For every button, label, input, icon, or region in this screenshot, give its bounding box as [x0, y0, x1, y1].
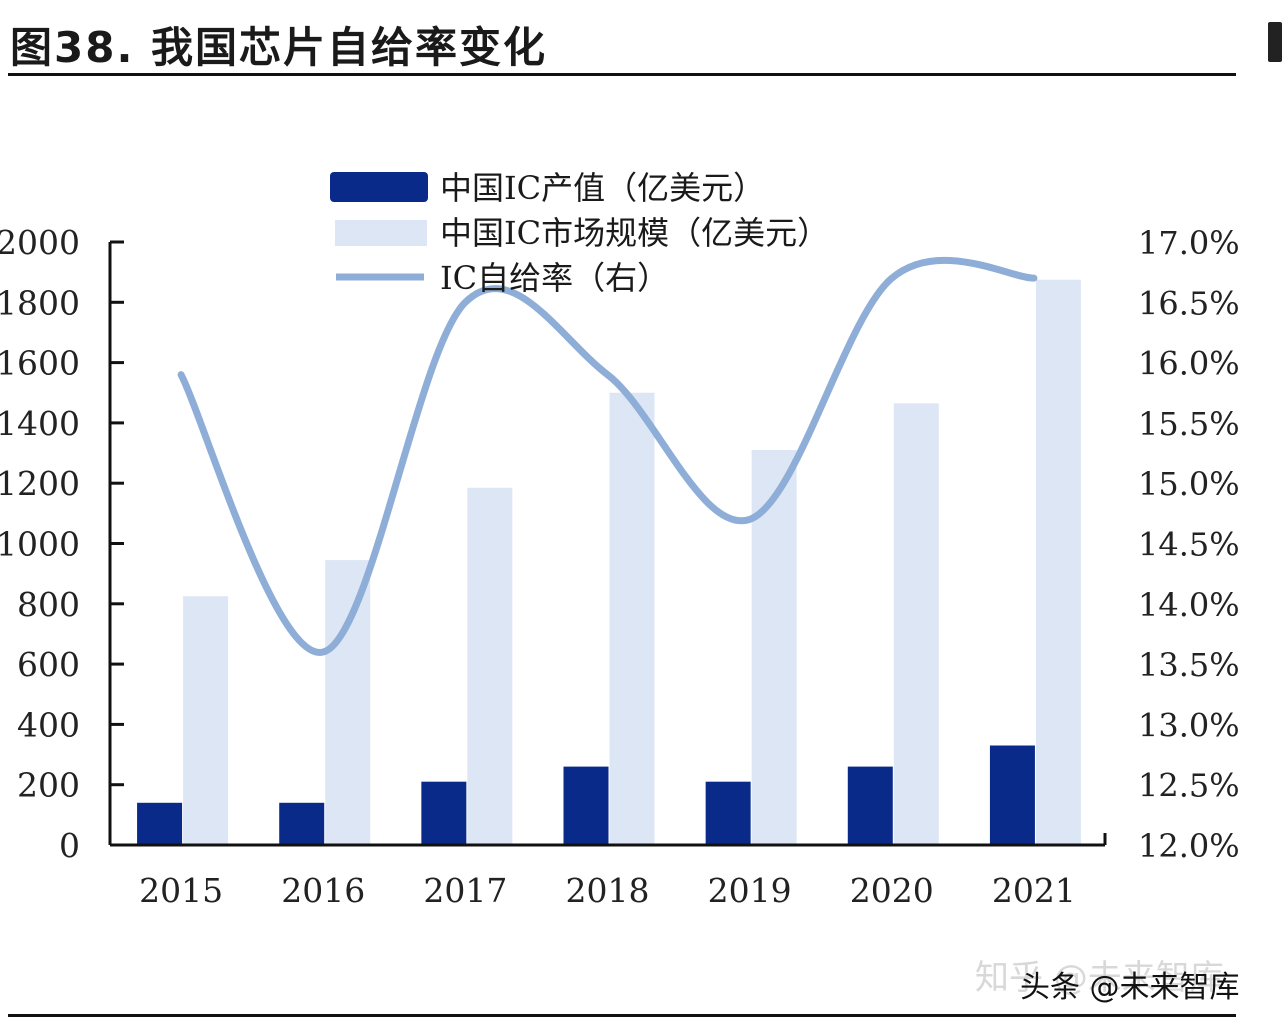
self-sufficiency-line — [177, 256, 1038, 656]
watermark-faint: 知乎 @未来智库 — [975, 958, 1224, 998]
market-size-bar-2015 — [183, 596, 229, 845]
market-size-bars — [183, 279, 1081, 845]
market-size-bar-2021 — [1035, 279, 1081, 845]
left-tick-label-800: 800 — [17, 585, 80, 624]
right-tick-label-16.0%: 16.0% — [1138, 345, 1240, 383]
left-tick-label-1800: 1800 — [0, 283, 80, 322]
right-tick-label-14.5%: 14.5% — [1138, 526, 1240, 564]
legend-label-self-sufficiency: IC自给率（右） — [440, 259, 669, 297]
right-tick-label-15.0%: 15.0% — [1138, 465, 1240, 503]
chart-legend: 中国IC产值（亿美元） 中国IC市场规模（亿美元） IC自给率（右） — [330, 169, 829, 297]
x-tick-label-2016: 2016 — [281, 871, 365, 910]
right-tick-label-12.5%: 12.5% — [1138, 767, 1240, 805]
output-value-bar-2016 — [279, 802, 325, 845]
left-tick-label-1400: 1400 — [0, 404, 80, 443]
right-tick-label-16.5%: 16.5% — [1138, 284, 1240, 322]
legend-swatch-market-size — [335, 220, 427, 246]
x-tick-label-2020: 2020 — [850, 871, 934, 910]
output-value-bar-2018 — [563, 766, 609, 845]
watermark: 头条 @未来智库 — [1020, 970, 1240, 1005]
figure-title: 图38. 我国芯片自给率变化 — [10, 23, 548, 72]
market-size-bar-2017 — [467, 487, 513, 845]
output-value-bar-2020 — [847, 766, 893, 845]
output-value-bar-2019 — [705, 781, 751, 845]
right-tick-label-14.0%: 14.0% — [1138, 586, 1240, 624]
market-size-bar-2020 — [893, 403, 939, 845]
bottom-divider — [8, 1014, 1236, 1017]
right-tick-label-13.0%: 13.0% — [1138, 706, 1240, 744]
right-tick-label-15.5%: 15.5% — [1138, 405, 1240, 443]
output-value-bar-2021 — [989, 745, 1035, 845]
title-divider — [8, 73, 1236, 76]
output-value-bar-2017 — [421, 781, 467, 845]
legend-label-market-size: 中国IC市场规模（亿美元） — [440, 214, 829, 252]
chart-axes: 0 200 400 600 800 1000 1200 1400 1600 1800 2000 12.… — [0, 223, 1240, 910]
left-tick-label-0: 0 — [59, 826, 80, 865]
x-tick-label-2019: 2019 — [708, 871, 792, 910]
right-tick-label-13.5%: 13.5% — [1138, 646, 1240, 684]
left-tick-label-1600: 1600 — [0, 344, 80, 383]
left-tick-label-1000: 1000 — [0, 525, 80, 564]
market-size-bar-2018 — [609, 392, 655, 845]
market-size-bar-2019 — [751, 450, 797, 845]
cropped-next-figure-glyph — [1268, 22, 1282, 62]
right-tick-label-17.0%: 17.0% — [1138, 224, 1240, 262]
market-size-bar-2016 — [325, 560, 371, 845]
x-tick-label-2018: 2018 — [566, 871, 650, 910]
x-tick-label-2021: 2021 — [992, 871, 1076, 910]
legend-label-output-value: 中国IC产值（亿美元） — [440, 169, 765, 207]
x-tick-label-2017: 2017 — [423, 871, 507, 910]
left-tick-label-1200: 1200 — [0, 464, 80, 503]
left-tick-label-200: 200 — [17, 766, 80, 805]
legend-swatch-output-value — [330, 172, 428, 202]
x-tick-label-2015: 2015 — [139, 871, 223, 910]
left-tick-label-600: 600 — [17, 645, 80, 684]
left-tick-label-400: 400 — [17, 705, 80, 744]
right-tick-label-12.0%: 12.0% — [1138, 827, 1240, 865]
output-value-bar-2015 — [137, 802, 183, 845]
output-value-bars — [137, 745, 1035, 845]
left-tick-label-2000: 2000 — [0, 223, 80, 262]
